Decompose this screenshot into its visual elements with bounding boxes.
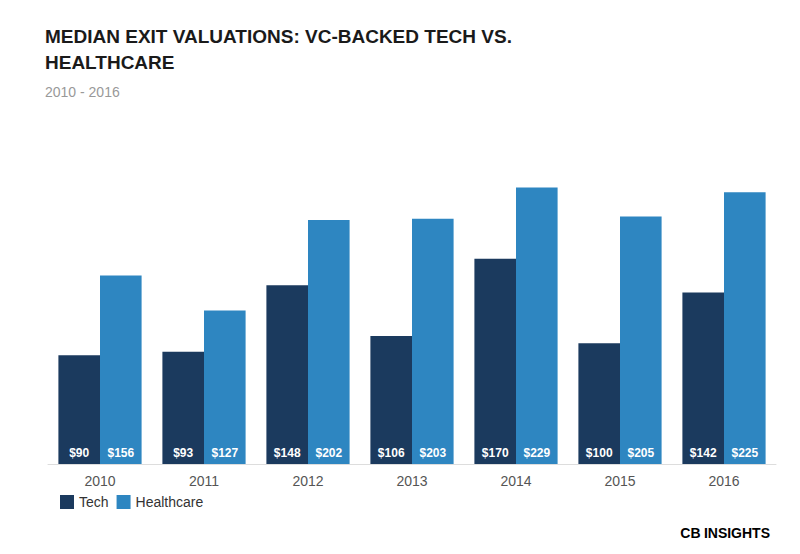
- svg-text:$90: $90: [69, 446, 89, 460]
- svg-text:2010 - 2016: 2010 - 2016: [45, 84, 120, 100]
- svg-text:Healthcare: Healthcare: [136, 494, 204, 510]
- svg-text:2015: 2015: [604, 473, 635, 489]
- svg-text:2016: 2016: [708, 473, 739, 489]
- svg-text:$229: $229: [523, 446, 550, 460]
- svg-text:$156: $156: [107, 446, 134, 460]
- svg-text:$148: $148: [274, 446, 301, 460]
- svg-text:$106: $106: [378, 446, 405, 460]
- svg-text:2012: 2012: [292, 473, 323, 489]
- svg-text:2011: 2011: [189, 473, 219, 489]
- svg-text:$93: $93: [173, 446, 193, 460]
- svg-text:INSIGHTS: INSIGHTS: [704, 525, 770, 541]
- svg-text:$170: $170: [482, 446, 509, 460]
- svg-text:CB: CB: [680, 525, 700, 541]
- svg-text:$205: $205: [627, 446, 654, 460]
- svg-text:Tech: Tech: [79, 494, 109, 510]
- svg-text:HEALTHCARE: HEALTHCARE: [45, 52, 174, 73]
- svg-text:2014: 2014: [500, 473, 531, 489]
- svg-text:$202: $202: [315, 446, 342, 460]
- svg-text:MEDIAN EXIT VALUATIONS: VC-BAC: MEDIAN EXIT VALUATIONS: VC-BACKED TECH V…: [45, 26, 512, 47]
- svg-text:2013: 2013: [396, 473, 427, 489]
- svg-text:$225: $225: [731, 446, 758, 460]
- svg-text:$100: $100: [586, 446, 613, 460]
- svg-text:$142: $142: [690, 446, 717, 460]
- svg-text:$203: $203: [419, 446, 446, 460]
- svg-text:$127: $127: [211, 446, 238, 460]
- svg-text:2010: 2010: [84, 473, 115, 489]
